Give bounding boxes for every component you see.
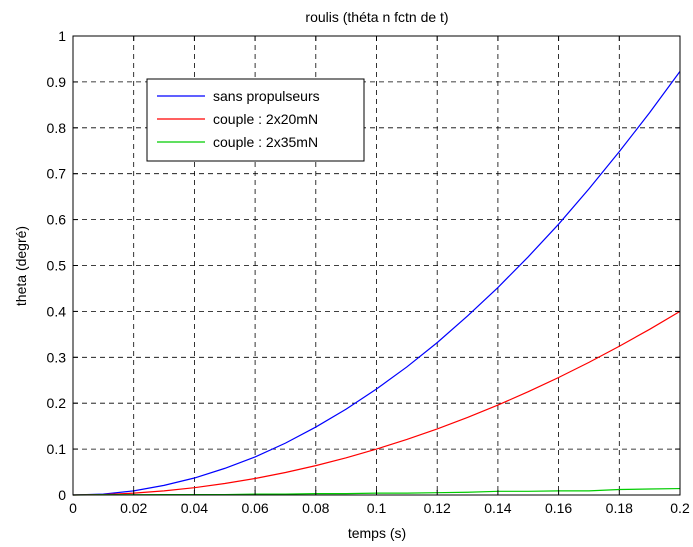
- x-tick-label: 0.2: [670, 500, 690, 516]
- y-tick-label: 1: [58, 28, 66, 44]
- x-tick-label: 0.08: [302, 500, 329, 516]
- x-tick-label: 0.16: [545, 500, 572, 516]
- x-tick-label: 0.18: [606, 500, 633, 516]
- ticks: 0 0.02 0.04 0.06 0.08 0.1 0.12 0.14 0.16 0.18 0.2 0…: [47, 28, 690, 516]
- y-tick-label: 0.7: [47, 166, 67, 182]
- y-tick-label: 0.9: [47, 74, 67, 90]
- x-tick-label: 0.12: [424, 500, 451, 516]
- series-line-1: [72, 70, 681, 496]
- x-tick-label: 0.1: [367, 500, 387, 516]
- legend-label: sans propulseurs: [213, 88, 320, 104]
- chart-title: roulis (théta n fctn de t): [305, 9, 448, 25]
- legend-label: couple : 2x20mN: [213, 111, 318, 127]
- y-tick-label: 0.3: [47, 349, 67, 365]
- y-axis-title: theta (degré): [13, 226, 29, 306]
- y-tick-label: 0.8: [47, 120, 67, 136]
- legend-label: couple : 2x35mN: [213, 134, 318, 150]
- series-line-2: [72, 310, 681, 496]
- y-tick-label: 0: [58, 487, 66, 503]
- x-tick-label: 0.06: [241, 500, 268, 516]
- y-tick-label: 0.1: [47, 441, 67, 457]
- x-tick-label: 0: [69, 500, 77, 516]
- y-tick-label: 0.5: [47, 258, 67, 274]
- y-tick-label: 0.4: [47, 303, 67, 319]
- y-tick-label: 0.2: [47, 395, 67, 411]
- y-tick-label: 0.6: [47, 212, 67, 228]
- x-tick-label: 0.04: [181, 500, 208, 516]
- legend: sans propulseurs couple : 2x20mN couple : …: [146, 78, 365, 162]
- x-axis-title: temps (s): [348, 525, 406, 541]
- x-tick-label: 0.14: [484, 500, 511, 516]
- legend-box: [146, 78, 365, 162]
- x-tick-label: 0.02: [120, 500, 147, 516]
